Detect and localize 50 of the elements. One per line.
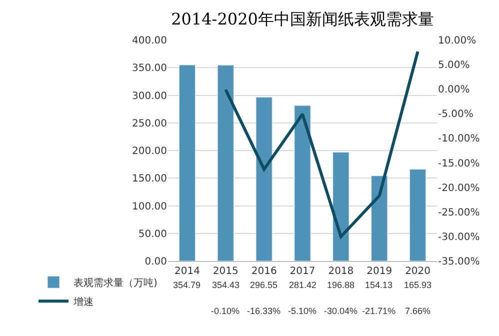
y-tick-label: 50.00 bbox=[138, 228, 167, 240]
bar bbox=[256, 96, 272, 261]
x-tick-label: 2020 bbox=[405, 266, 431, 277]
y2-tick-label: 5.00% bbox=[438, 60, 470, 72]
x-tick-label: 2019 bbox=[366, 266, 392, 277]
y2-tick-label: -20.00% bbox=[438, 182, 480, 194]
y2-tick-label: -30.00% bbox=[438, 232, 480, 243]
data-label: 165.93 bbox=[404, 280, 432, 290]
data-label: -21.71% bbox=[362, 306, 396, 316]
y-tick-label: 100.00 bbox=[132, 201, 167, 212]
data-label: 154.13 bbox=[365, 280, 393, 290]
legend-label: 增速 bbox=[72, 296, 94, 308]
y-tick-label: 350.00 bbox=[132, 63, 167, 74]
data-label: 281.42 bbox=[289, 280, 317, 290]
data-label: -30.04% bbox=[324, 306, 358, 316]
y-tick-label: 150.00 bbox=[132, 174, 167, 185]
data-label: 7.66% bbox=[405, 306, 431, 316]
bar bbox=[332, 152, 350, 261]
y2-tick-label: -10.00% bbox=[438, 134, 480, 145]
y2-tick-label: -35.00% bbox=[438, 256, 480, 268]
data-label: 196.88 bbox=[327, 280, 355, 290]
x-tick-label: 2017 bbox=[290, 266, 316, 277]
data-label: 296.55 bbox=[250, 280, 278, 290]
y-tick-label: 300.00 bbox=[132, 90, 167, 102]
bar bbox=[217, 64, 234, 261]
y2-tick-label: -25.00% bbox=[438, 207, 480, 218]
x-tick-label: 2016 bbox=[251, 266, 277, 277]
data-label: -0.10% bbox=[211, 306, 240, 316]
y2-tick-label: 0.00% bbox=[438, 84, 470, 96]
y2-tick-label: -15.00% bbox=[438, 158, 480, 170]
chart-title: 2014-2020年中国新闻纸表观需求量 bbox=[171, 10, 434, 29]
y2-tick-label: 10.00% bbox=[438, 36, 476, 46]
y-tick-label: 400.00 bbox=[132, 36, 167, 46]
data-label: -5.10% bbox=[288, 306, 317, 316]
x-tick-label: 2014 bbox=[174, 266, 200, 277]
data-label: 354.43 bbox=[212, 280, 240, 290]
bar bbox=[371, 176, 388, 261]
bar bbox=[294, 105, 311, 261]
y-tick-label: 0.00 bbox=[144, 256, 167, 268]
bar bbox=[409, 169, 426, 261]
line-series bbox=[224, 50, 420, 238]
data-label: 354.79 bbox=[173, 280, 201, 290]
data-label: -16.33% bbox=[247, 306, 281, 316]
x-tick-label: 2018 bbox=[328, 266, 354, 277]
bar bbox=[178, 64, 196, 261]
y-tick-label: 250.00 bbox=[132, 118, 167, 130]
y-tick-label: 200.00 bbox=[132, 146, 167, 157]
y2-tick-label: -5.00% bbox=[438, 109, 474, 120]
legend-label: 表观需求量（万吨) bbox=[74, 277, 158, 290]
x-tick-label: 2015 bbox=[212, 266, 238, 277]
